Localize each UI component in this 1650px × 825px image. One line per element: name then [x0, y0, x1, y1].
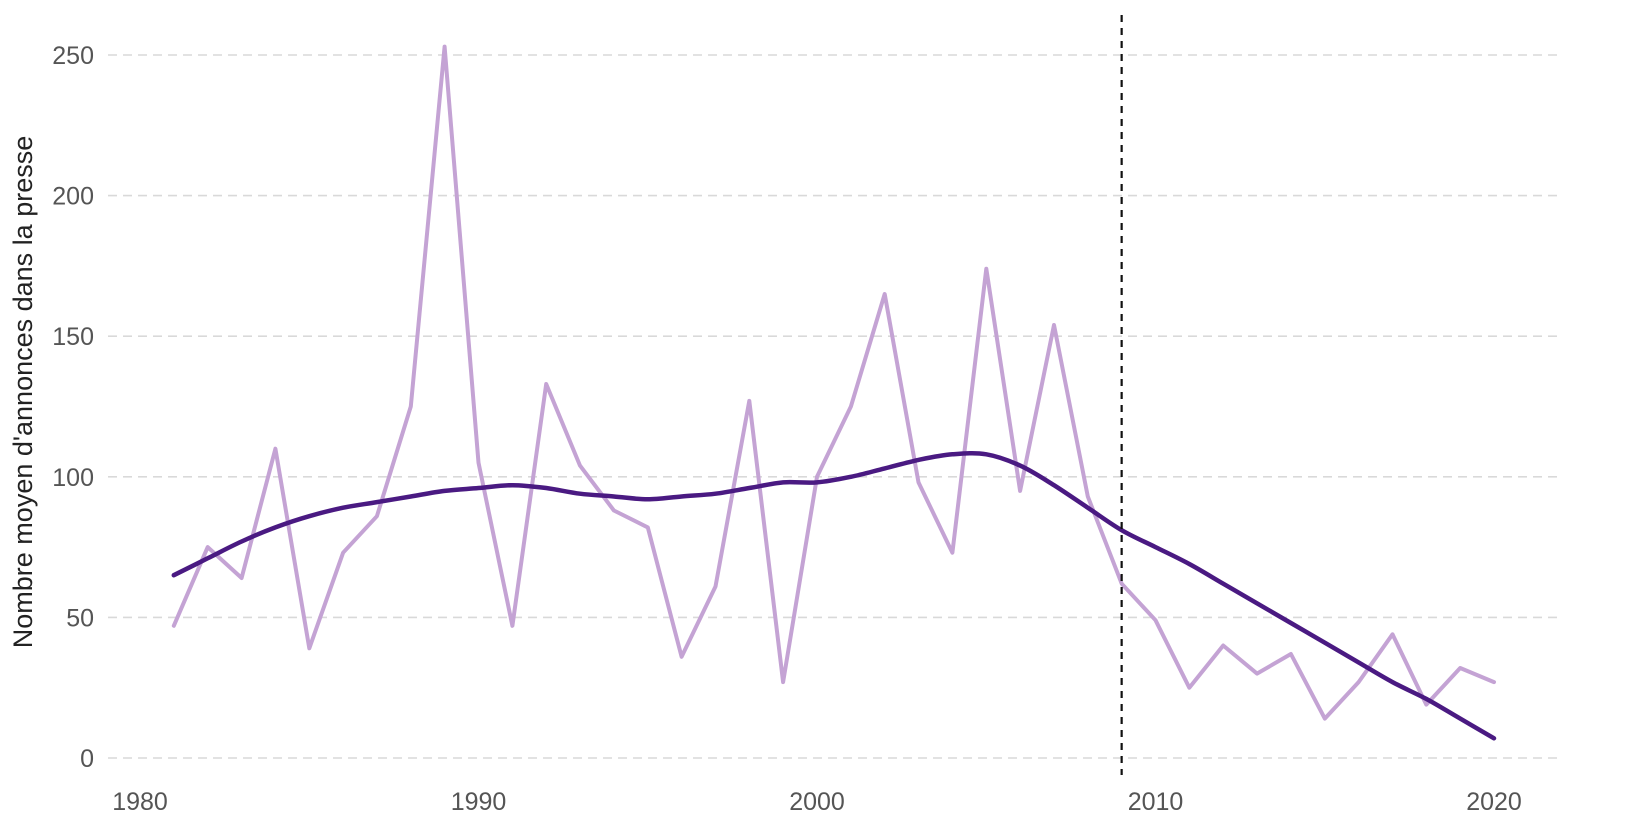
raw-series-line: [171, 44, 1496, 721]
gridlines: [108, 54, 1560, 759]
y-tick-label-100: 100: [52, 464, 94, 492]
y-axis-label: Nombre moyen d'annonces dans la presse: [8, 136, 38, 648]
x-tick-label-2020: 2020: [1466, 788, 1522, 816]
y-axis-ticks: 0 50 100 150 200 250: [52, 42, 94, 773]
trend-series-line: [171, 450, 1497, 741]
x-axis-ticks: 1980 1990 2000 2010 2020: [112, 788, 1522, 816]
y-tick-label-0: 0: [80, 745, 94, 773]
y-tick-label-150: 150: [52, 323, 94, 351]
x-tick-label-2010: 2010: [1128, 788, 1184, 816]
x-tick-label-1980: 1980: [112, 788, 168, 816]
x-tick-label-2000: 2000: [789, 788, 845, 816]
y-tick-label-50: 50: [66, 604, 94, 632]
y-tick-label-200: 200: [52, 183, 94, 211]
x-tick-label-1990: 1990: [451, 788, 507, 816]
y-tick-label-250: 250: [52, 42, 94, 70]
